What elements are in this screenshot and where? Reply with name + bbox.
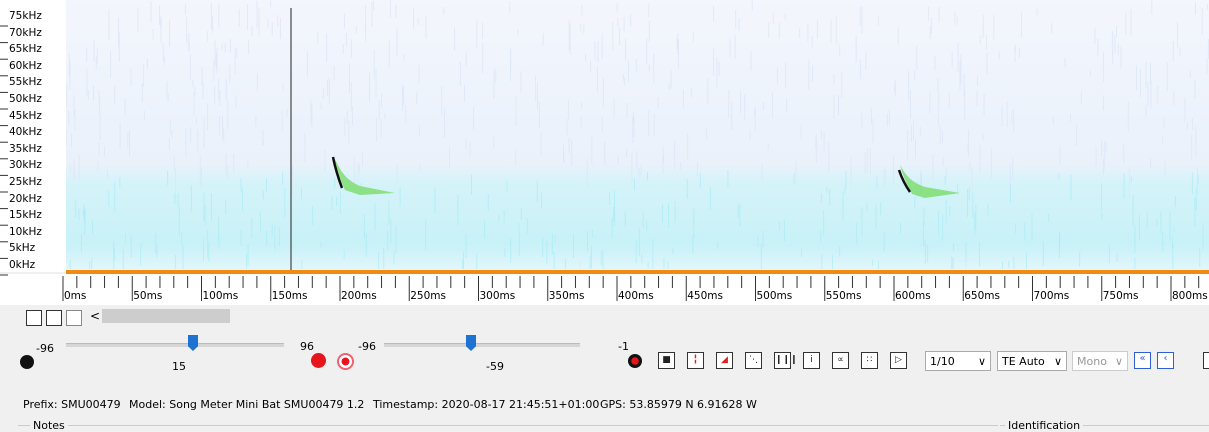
time-label: 450ms: [687, 290, 723, 302]
freq-label: 35kHz: [9, 143, 42, 155]
info-gps: GPS: 53.85979 N 6.91628 W: [600, 398, 757, 411]
scroll-left[interactable]: <: [90, 309, 100, 323]
freq-label: 20kHz: [9, 193, 42, 205]
time-label: 500ms: [757, 290, 793, 302]
channel: Mono: [1077, 355, 1107, 368]
mode: TE Auto: [1002, 355, 1045, 368]
mode-dropdown[interactable]: TE Auto ∨: [997, 351, 1067, 371]
scroll-thumb[interactable]: [102, 309, 230, 323]
freq-label: 45kHz: [9, 110, 42, 122]
time-label: 550ms: [826, 290, 862, 302]
time-label: 150ms: [272, 290, 308, 302]
freq-label: 50kHz: [9, 93, 42, 105]
red-dot[interactable]: [311, 353, 326, 368]
slider-thumb[interactable]: [188, 335, 198, 351]
time-label: 700ms: [1034, 290, 1070, 302]
spectrogram: [0, 0, 1209, 305]
tool-button[interactable]: ▷: [890, 352, 907, 369]
freq-label: 25kHz: [9, 176, 42, 188]
slider-min: -96: [36, 342, 54, 355]
slider-track[interactable]: [66, 343, 284, 347]
slider-max: -1: [618, 340, 629, 353]
info-prefix: Prefix: SMU00479: [23, 398, 121, 411]
rewind-button[interactable]: «: [1134, 352, 1151, 369]
tool-button[interactable]: ◢: [716, 352, 733, 369]
tool-button[interactable]: ∷: [861, 352, 878, 369]
spectrogram-background: [0, 0, 1209, 272]
slider-thumb[interactable]: [466, 335, 476, 351]
tool-button[interactable]: ╏: [687, 352, 704, 369]
time-label: 650ms: [964, 290, 1000, 302]
freq-label: 0kHz: [9, 259, 35, 271]
identification-title: Identification: [1005, 419, 1083, 432]
freq-label: 40kHz: [9, 126, 42, 138]
more-button[interactable]: [1203, 352, 1209, 369]
red-ring[interactable]: [337, 353, 354, 370]
tool-button[interactable]: ■: [658, 352, 675, 369]
slider-max: 96: [300, 340, 314, 353]
arrow: ∨: [978, 355, 986, 368]
freq-label: 15kHz: [9, 209, 42, 221]
notes-title: Notes: [30, 419, 68, 432]
freq-label: 30kHz: [9, 159, 42, 171]
notes-frame: [18, 425, 998, 426]
slider-min: -96: [358, 340, 376, 353]
black-dot: [20, 355, 34, 369]
slider-track[interactable]: [384, 343, 580, 347]
time-label: 350ms: [549, 290, 585, 302]
speed-dropdown[interactable]: 1/10 ∨: [925, 351, 991, 371]
tool-button[interactable]: ⋱: [745, 352, 762, 369]
back-button[interactable]: ‹: [1157, 352, 1174, 369]
time-label: 50ms: [133, 290, 162, 302]
time-label: 400ms: [618, 290, 654, 302]
time-label: 750ms: [1103, 290, 1139, 302]
tool-button[interactable]: i: [803, 352, 820, 369]
freq-label: 70kHz: [9, 27, 42, 39]
freq-label: 60kHz: [9, 60, 42, 72]
time-label: 250ms: [410, 290, 446, 302]
freq-label: 65kHz: [9, 43, 42, 55]
arrow: ∨: [1054, 355, 1062, 368]
info-timestamp: Timestamp: 2020-08-17 21:45:51+01:00: [373, 398, 599, 411]
freq-label: 5kHz: [9, 242, 35, 254]
zoom-fit-button[interactable]: [66, 310, 82, 326]
time-label: 800ms: [1172, 290, 1208, 302]
channel-dropdown[interactable]: Mono ∨: [1072, 351, 1128, 371]
time-label: 0ms: [64, 290, 86, 302]
slider-value: 15: [172, 360, 186, 373]
time-axis-bg: [0, 274, 1209, 305]
freq-label: 10kHz: [9, 226, 42, 238]
slider-value: -59: [486, 360, 504, 373]
time-label: 300ms: [480, 290, 516, 302]
freq-label: 75kHz: [9, 10, 42, 22]
zoom-in-button[interactable]: [26, 310, 42, 326]
app-window: {"spectrogram":{"freq_labels":["75kHz","…: [0, 0, 1209, 432]
time-label: 600ms: [895, 290, 931, 302]
tool-button[interactable]: ∝: [832, 352, 849, 369]
freq-label: 55kHz: [9, 76, 42, 88]
arrow: ∨: [1115, 355, 1123, 368]
time-label: 200ms: [341, 290, 377, 302]
baseline: [66, 270, 1209, 274]
info-model: Model: Song Meter Mini Bat SMU00479 1.2: [129, 398, 364, 411]
time-label: 100ms: [203, 290, 239, 302]
speed: 1/10: [930, 355, 955, 368]
tool-button[interactable]: ❙❙❙: [774, 352, 791, 369]
zoom-out-button[interactable]: [46, 310, 62, 326]
record-dot[interactable]: [628, 354, 642, 368]
